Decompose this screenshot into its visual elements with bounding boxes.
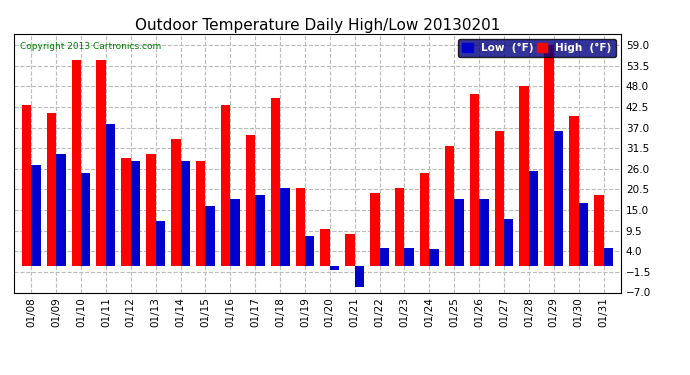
Bar: [121, 158, 131, 266]
Bar: [504, 219, 513, 266]
Bar: [97, 60, 106, 266]
Bar: [370, 193, 380, 266]
Bar: [22, 105, 31, 266]
Text: Copyright 2013 Cartronics.com: Copyright 2013 Cartronics.com: [20, 42, 161, 51]
Bar: [479, 199, 489, 266]
Bar: [604, 248, 613, 266]
Bar: [81, 172, 90, 266]
Bar: [395, 188, 404, 266]
Bar: [520, 86, 529, 266]
Bar: [355, 266, 364, 287]
Title: Outdoor Temperature Daily High/Low 20130201: Outdoor Temperature Daily High/Low 20130…: [135, 18, 500, 33]
Bar: [420, 172, 429, 266]
Bar: [221, 105, 230, 266]
Bar: [56, 154, 66, 266]
Bar: [429, 249, 439, 266]
Bar: [280, 188, 290, 266]
Legend: Low  (°F), High  (°F): Low (°F), High (°F): [458, 39, 615, 57]
Bar: [72, 60, 81, 266]
Bar: [171, 139, 181, 266]
Bar: [454, 199, 464, 266]
Bar: [246, 135, 255, 266]
Bar: [470, 94, 479, 266]
Bar: [330, 266, 339, 270]
Bar: [146, 154, 156, 266]
Bar: [345, 234, 355, 266]
Bar: [295, 188, 305, 266]
Bar: [579, 202, 588, 266]
Bar: [544, 45, 554, 266]
Bar: [569, 116, 579, 266]
Bar: [305, 236, 315, 266]
Bar: [270, 98, 280, 266]
Bar: [156, 221, 165, 266]
Bar: [404, 248, 414, 266]
Bar: [31, 165, 41, 266]
Bar: [380, 248, 389, 266]
Bar: [47, 112, 56, 266]
Bar: [255, 195, 265, 266]
Bar: [445, 146, 454, 266]
Bar: [554, 131, 563, 266]
Bar: [230, 199, 239, 266]
Bar: [196, 161, 206, 266]
Bar: [206, 206, 215, 266]
Bar: [594, 195, 604, 266]
Bar: [131, 161, 140, 266]
Bar: [320, 229, 330, 266]
Bar: [106, 124, 115, 266]
Bar: [181, 161, 190, 266]
Bar: [529, 171, 538, 266]
Bar: [495, 131, 504, 266]
